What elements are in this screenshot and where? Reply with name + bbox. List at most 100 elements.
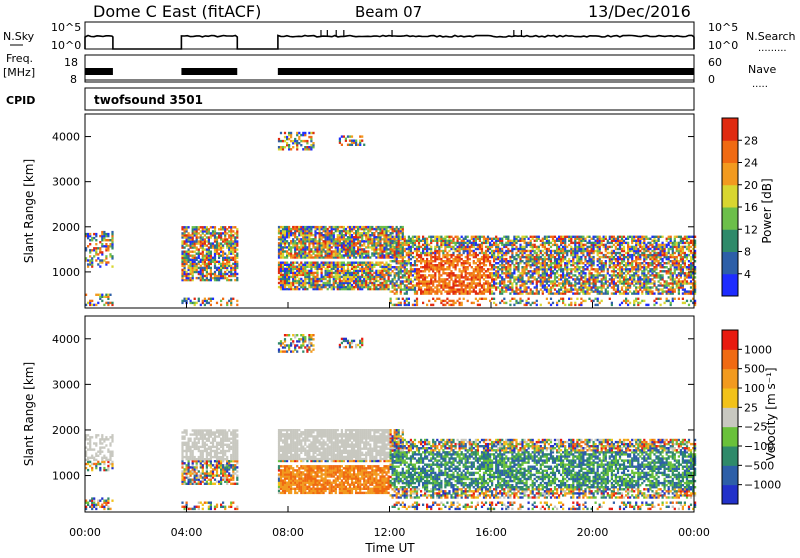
- data-cell: [300, 226, 302, 228]
- data-cell: [404, 284, 406, 286]
- data-cell: [361, 284, 363, 286]
- data-cell: [228, 230, 230, 232]
- data-cell: [505, 258, 507, 260]
- data-cell: [503, 264, 505, 266]
- data-cell: [408, 270, 410, 272]
- data-cell: [542, 280, 544, 282]
- data-cell: [323, 244, 325, 246]
- data-cell: [556, 244, 558, 246]
- data-cell: [597, 236, 599, 238]
- data-cell: [331, 250, 333, 252]
- data-cell: [359, 268, 361, 270]
- data-cell: [566, 278, 568, 280]
- data-cell: [224, 257, 226, 259]
- data-cell: [511, 254, 513, 256]
- data-cell: [388, 278, 390, 280]
- data-cell: [351, 234, 353, 236]
- data-cell: [310, 232, 312, 234]
- data-cell: [538, 274, 540, 276]
- data-cell: [408, 286, 410, 288]
- data-cell: [294, 250, 296, 252]
- data-cell: [609, 274, 611, 276]
- data-cell: [319, 284, 321, 286]
- data-cell: [236, 263, 238, 265]
- data-cell: [105, 239, 107, 241]
- data-cell: [418, 254, 420, 256]
- data-cell: [639, 276, 641, 278]
- data-cell: [103, 245, 105, 247]
- data-cell: [544, 274, 546, 276]
- data-cell: [290, 262, 292, 264]
- data-cell: [455, 268, 457, 270]
- data-cell: [538, 266, 540, 268]
- data-cell: [333, 250, 335, 252]
- data-cell: [230, 242, 232, 244]
- data-cell: [349, 238, 351, 240]
- data-cell: [331, 264, 333, 266]
- data-cell: [349, 284, 351, 286]
- data-cell: [497, 274, 499, 276]
- data-cell: [534, 276, 536, 278]
- data-cell: [635, 274, 637, 276]
- data-cell: [461, 258, 463, 260]
- data-cell: [337, 284, 339, 286]
- data-cell: [560, 260, 562, 262]
- data-cell: [329, 262, 331, 264]
- site-title: Dome C East (fitACF): [93, 2, 261, 21]
- data-cell: [574, 280, 576, 282]
- data-cell: [95, 304, 97, 306]
- data-cell: [111, 239, 113, 241]
- data-cell: [398, 236, 400, 238]
- data-cell: [398, 284, 400, 286]
- data-cell: [552, 280, 554, 282]
- data-cell: [406, 284, 408, 286]
- data-cell: [491, 290, 493, 292]
- data-cell: [645, 254, 647, 256]
- data-cell: [288, 264, 290, 266]
- data-cell: [560, 288, 562, 290]
- data-cell: [351, 144, 353, 146]
- data-cell: [377, 252, 379, 254]
- data-cell: [341, 230, 343, 232]
- freq-block: [85, 68, 113, 75]
- data-cell: [286, 246, 288, 248]
- data-cell: [432, 240, 434, 242]
- data-cell: [455, 274, 457, 276]
- data-cell: [562, 242, 564, 244]
- data-cell: [288, 138, 290, 140]
- data-cell: [517, 288, 519, 290]
- data-cell: [517, 274, 519, 276]
- data-cell: [396, 274, 398, 276]
- data-cell: [392, 236, 394, 238]
- data-cell: [335, 264, 337, 266]
- data-cell: [625, 256, 627, 258]
- data-cell: [546, 286, 548, 288]
- data-cell: [578, 292, 580, 294]
- data-cell: [365, 250, 367, 252]
- data-cell: [619, 262, 621, 264]
- data-cell: [347, 230, 349, 232]
- data-cell: [351, 278, 353, 280]
- data-cell: [202, 251, 204, 253]
- data-cell: [473, 236, 475, 238]
- data-cell: [491, 268, 493, 270]
- data-cell: [609, 256, 611, 258]
- data-cell: [483, 268, 485, 270]
- data-cell: [471, 280, 473, 282]
- data-cell: [353, 244, 355, 246]
- data-cell: [347, 244, 349, 246]
- data-cell: [333, 284, 335, 286]
- data-cell: [566, 246, 568, 248]
- data-cell: [424, 248, 426, 250]
- data-cell: [578, 286, 580, 288]
- data-cell: [208, 257, 210, 259]
- data-cell: [497, 282, 499, 284]
- data-cell: [400, 280, 402, 282]
- data-cell: [629, 290, 631, 292]
- data-cell: [550, 242, 552, 244]
- data-cell: [214, 244, 216, 246]
- data-cell: [316, 244, 318, 246]
- data-cell: [412, 242, 414, 244]
- data-cell: [584, 280, 586, 282]
- data-cell: [505, 242, 507, 244]
